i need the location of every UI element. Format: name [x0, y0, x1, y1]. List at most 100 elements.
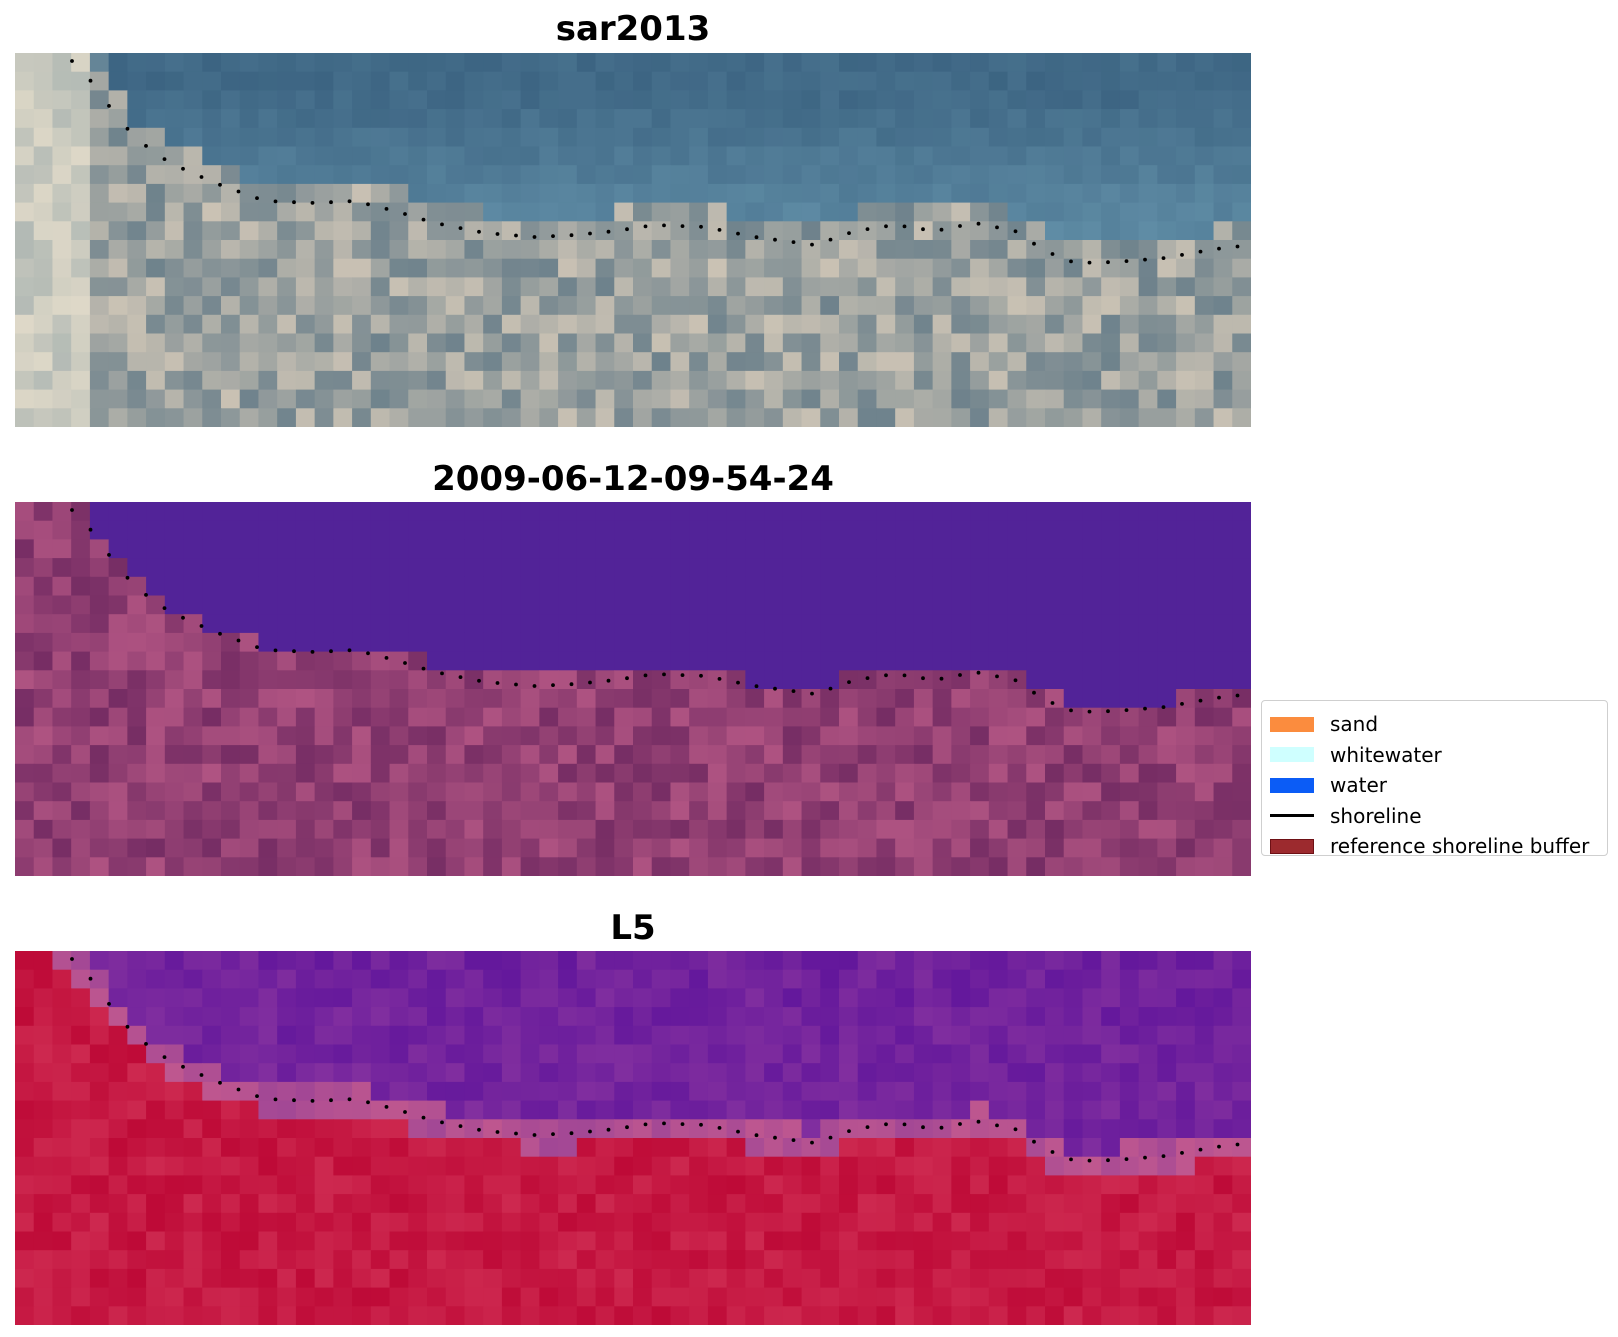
rgb-pixel — [71, 146, 91, 166]
class-pixel — [445, 707, 466, 727]
index-pixel — [277, 1175, 297, 1195]
class-pixel — [951, 651, 971, 671]
rgb-pixel — [146, 333, 166, 353]
rgb-pixel — [127, 221, 147, 241]
index-pixel — [839, 1287, 859, 1307]
index-pixel — [464, 1212, 484, 1233]
index-pixel — [1213, 1287, 1233, 1307]
rgb-pixel — [1063, 277, 1084, 297]
index-pixel — [33, 1119, 54, 1139]
class-pixel — [52, 745, 72, 765]
class-pixel — [15, 819, 35, 840]
shoreline-point — [1087, 260, 1092, 265]
legend-label: reference shoreline buffer — [1330, 834, 1590, 859]
rgb-pixel — [164, 109, 185, 129]
shoreline-point — [588, 680, 592, 685]
index-pixel — [146, 1194, 166, 1214]
index-pixel — [1101, 951, 1121, 971]
class-pixel — [389, 763, 409, 784]
index-pixel — [501, 1287, 522, 1307]
rgb-pixel — [108, 389, 128, 409]
class-pixel — [1157, 670, 1177, 690]
rgb-pixel — [895, 202, 915, 222]
index-pixel — [839, 1306, 859, 1325]
index-pixel — [164, 1268, 185, 1289]
rgb-pixel — [1157, 90, 1177, 110]
index-pixel — [1007, 1231, 1027, 1251]
index-pixel — [745, 1100, 765, 1120]
index-pixel — [71, 1287, 91, 1307]
rgb-pixel — [352, 53, 372, 73]
rgb-pixel — [108, 127, 128, 148]
class-pixel — [1232, 539, 1251, 559]
class-pixel — [52, 539, 72, 559]
index-pixel — [1138, 1156, 1158, 1176]
class-pixel — [483, 595, 503, 615]
class-pixel — [1194, 670, 1215, 690]
class-pixel — [1157, 520, 1177, 540]
rgb-pixel — [445, 146, 466, 166]
class-pixel — [15, 502, 35, 522]
class-pixel — [707, 539, 728, 559]
rgb-pixel — [726, 221, 746, 241]
class-pixel — [1063, 745, 1084, 765]
index-pixel — [52, 1025, 72, 1046]
index-pixel — [1157, 1156, 1177, 1176]
class-pixel — [314, 539, 334, 559]
shoreline-point — [440, 1120, 444, 1125]
shoreline-point — [902, 224, 907, 229]
index-pixel — [801, 1138, 821, 1158]
rgb-pixel — [689, 146, 709, 166]
rgb-pixel — [483, 127, 503, 148]
class-pixel — [333, 558, 353, 578]
class-pixel — [15, 558, 35, 578]
class-pixel — [839, 838, 859, 858]
index-pixel — [1157, 1231, 1177, 1251]
class-pixel — [221, 838, 241, 858]
index-pixel — [1232, 969, 1251, 989]
class-pixel — [1026, 707, 1046, 727]
class-pixel — [970, 707, 990, 727]
rgb-pixel — [707, 240, 728, 260]
class-pixel — [1063, 502, 1084, 522]
class-pixel — [1232, 558, 1251, 578]
index-pixel — [1063, 1212, 1084, 1233]
rgb-pixel — [108, 90, 128, 110]
class-pixel — [539, 726, 559, 746]
class-pixel — [820, 670, 840, 690]
rgb-pixel — [1119, 314, 1140, 335]
rgb-pixel — [839, 352, 859, 372]
rgb-pixel — [857, 258, 878, 278]
index-pixel — [932, 1063, 952, 1083]
rgb-pixel — [988, 258, 1009, 278]
class-pixel — [1176, 539, 1196, 559]
index-pixel — [1119, 1007, 1140, 1027]
index-pixel — [277, 1231, 297, 1251]
rgb-pixel — [370, 277, 391, 297]
index-pixel — [108, 1100, 128, 1120]
class-pixel — [295, 614, 316, 634]
index-pixel — [689, 1119, 709, 1139]
class-pixel — [801, 763, 821, 784]
class-pixel — [913, 502, 934, 522]
index-pixel — [314, 1175, 334, 1195]
rgb-pixel — [801, 389, 821, 409]
class-pixel — [164, 595, 185, 615]
class-pixel — [1157, 502, 1177, 522]
index-pixel — [932, 1287, 952, 1307]
index-pixel — [33, 1212, 54, 1233]
rgb-pixel — [333, 370, 353, 391]
class-pixel — [1176, 838, 1196, 858]
rgb-pixel — [1194, 109, 1215, 129]
index-pixel — [1063, 951, 1084, 971]
index-pixel — [127, 1081, 147, 1102]
index-pixel — [951, 1306, 971, 1325]
class-pixel — [970, 614, 990, 634]
class-pixel — [801, 558, 821, 578]
index-pixel — [558, 988, 578, 1008]
rgb-pixel — [726, 71, 746, 91]
class-pixel — [483, 651, 503, 671]
class-pixel — [183, 707, 203, 727]
index-pixel — [501, 969, 522, 989]
shoreline-point — [514, 233, 518, 238]
